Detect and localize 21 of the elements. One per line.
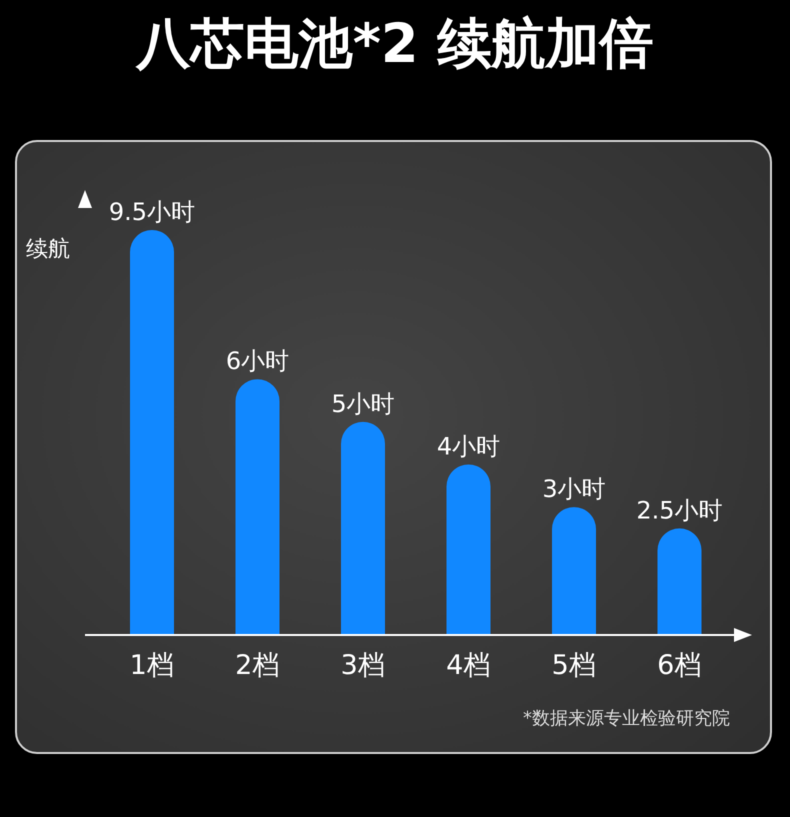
data-label: 3小时 [542,475,606,504]
bar [658,528,702,635]
x-tick-label: 2档 [235,650,280,682]
data-label: 9.5小时 [108,198,196,226]
bar [236,379,280,635]
x-tick-label: 5档 [552,650,596,682]
x-tick-label: 4档 [446,650,490,682]
bar [552,507,596,635]
x-tick-label: 1档 [130,650,174,682]
data-label: 5小时 [331,390,395,418]
data-label: 6小时 [226,347,290,376]
chart-title: 八芯电池*2 续航加倍 [134,11,654,77]
y-axis-title: 续航 [26,236,70,264]
bar [446,464,490,635]
bar [130,230,174,635]
data-label: 4小时 [436,432,500,460]
bar [341,422,385,635]
x-tick-label: 3档 [340,650,385,682]
x-tick-label: 6档 [657,650,702,682]
data-label: 2.5小时 [636,496,723,524]
text: *数据来源专业检验研究院 [523,707,730,730]
